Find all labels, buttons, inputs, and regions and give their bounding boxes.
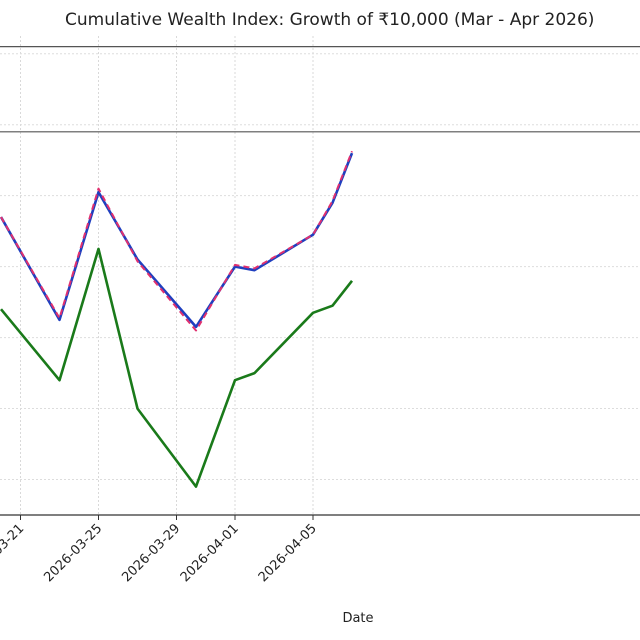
reference-lines: [0, 46, 640, 133]
grid: [0, 36, 640, 515]
series-line-1: [0, 150, 353, 332]
series-lines: [0, 150, 354, 488]
chart-title: Cumulative Wealth Index: Growth of ₹10,0…: [65, 10, 594, 30]
series-line-2: [0, 247, 354, 488]
x-axis-label: Date: [342, 611, 373, 626]
